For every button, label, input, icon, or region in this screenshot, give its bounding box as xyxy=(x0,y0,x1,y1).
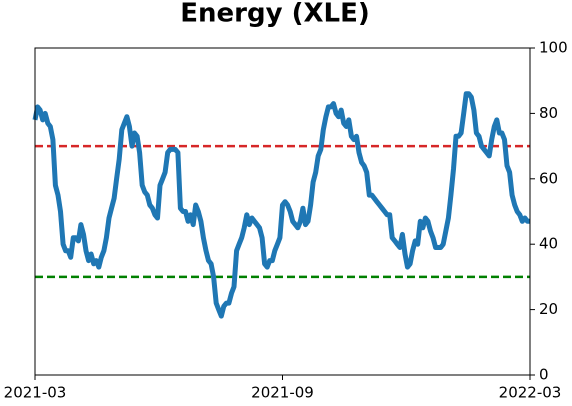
y-tick-label: 100 xyxy=(539,39,568,57)
chart-title: Energy (XLE) xyxy=(180,0,369,29)
y-tick-label: 20 xyxy=(539,300,558,318)
data-line xyxy=(32,91,530,319)
x-tick-label: 2022-03 xyxy=(499,384,562,402)
plot-frame xyxy=(34,47,531,376)
y-tick-label: 60 xyxy=(539,169,558,187)
y-tick-label: 80 xyxy=(539,104,558,122)
x-tick-label: 2021-03 xyxy=(4,384,67,402)
x-tick-label: 2021-09 xyxy=(251,384,314,402)
y-tick-label: 40 xyxy=(539,235,558,253)
y-tick-label: 0 xyxy=(539,366,549,384)
